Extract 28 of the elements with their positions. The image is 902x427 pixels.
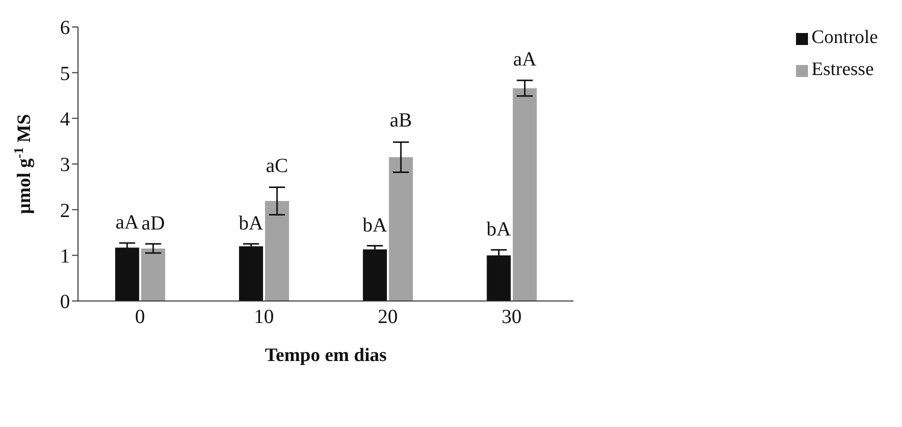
x-tick-label: 0 xyxy=(134,306,145,328)
legend-label: Controle xyxy=(812,27,878,48)
y-tick-label: 1 xyxy=(60,245,70,268)
data-label: aB xyxy=(390,109,412,132)
y-tick-label: 2 xyxy=(60,200,70,222)
y-tick-label: 3 xyxy=(60,154,70,176)
bar xyxy=(239,246,264,301)
y-tick-label: 0 xyxy=(60,291,70,314)
bar xyxy=(362,249,387,301)
y-tick-label: 6 xyxy=(60,17,70,40)
data-label: aA xyxy=(116,212,140,234)
data-label: aC xyxy=(266,154,288,177)
bar xyxy=(141,248,166,301)
x-tick-label: 30 xyxy=(502,306,522,328)
y-tick-label: 4 xyxy=(60,108,70,130)
bar xyxy=(265,200,290,301)
data-label: bA xyxy=(238,212,264,235)
x-axis-title: Tempo em dias xyxy=(264,345,387,366)
data-label: aA xyxy=(513,48,537,71)
data-label: aD xyxy=(142,212,165,234)
data-label: bA xyxy=(362,214,388,236)
x-tick-label: 20 xyxy=(378,306,398,328)
data-label: bA xyxy=(486,218,512,240)
x-tick-label: 10 xyxy=(254,306,274,328)
y-tick-label: 5 xyxy=(60,62,70,85)
legend-label: Estresse xyxy=(812,59,874,80)
bar xyxy=(388,157,413,301)
bar xyxy=(512,88,537,301)
